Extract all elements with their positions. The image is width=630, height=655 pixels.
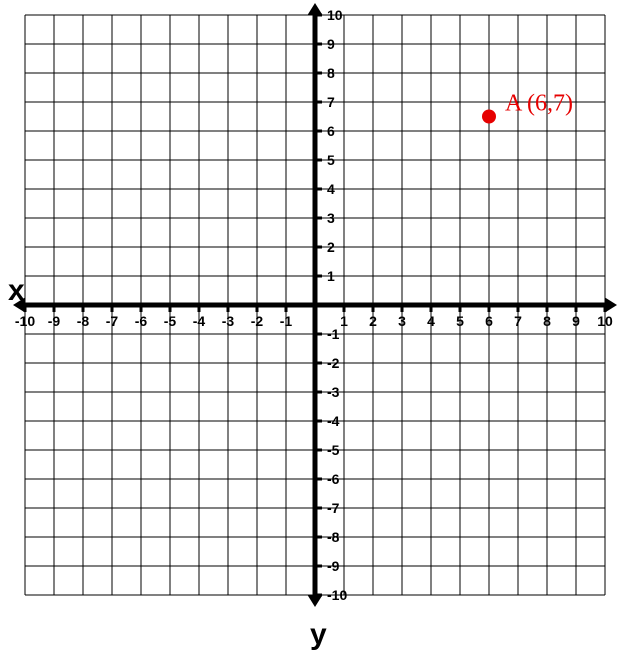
- y-tick-label: -6: [327, 471, 340, 487]
- x-tick-label: 2: [369, 313, 377, 329]
- x-tick-label: -9: [48, 313, 61, 329]
- y-tick-label: -3: [327, 384, 340, 400]
- arrow-down-icon: [308, 595, 323, 607]
- x-tick-label: -6: [135, 313, 148, 329]
- x-tick-label: -2: [251, 313, 264, 329]
- y-tick-label: -4: [327, 413, 340, 429]
- y-tick-label: -10: [327, 587, 347, 603]
- x-tick-label: 7: [514, 313, 522, 329]
- x-axis-label: x: [8, 274, 25, 307]
- y-tick-label: -8: [327, 529, 340, 545]
- y-tick-label: 4: [327, 181, 335, 197]
- y-tick-label: -7: [327, 500, 340, 516]
- x-tick-label: 4: [427, 313, 435, 329]
- x-tick-label: -4: [193, 313, 206, 329]
- y-tick-label: -5: [327, 442, 340, 458]
- y-tick-label: 10: [327, 7, 343, 23]
- x-tick-label: 6: [485, 313, 493, 329]
- y-tick-label: -1: [327, 326, 340, 342]
- x-tick-label: -8: [77, 313, 90, 329]
- y-tick-label: 6: [327, 123, 335, 139]
- y-tick-label: 1: [327, 268, 335, 284]
- x-tick-label: 3: [398, 313, 406, 329]
- x-tick-label: 1: [340, 313, 348, 329]
- arrow-right-icon: [605, 298, 617, 313]
- x-tick-label: -3: [222, 313, 235, 329]
- x-tick-label: 5: [456, 313, 464, 329]
- coordinate-grid: -10-9-8-7-6-5-4-3-2-112345678910-10-9-8-…: [0, 0, 630, 655]
- x-tick-label: 8: [543, 313, 551, 329]
- x-tick-label: 9: [572, 313, 580, 329]
- x-tick-label: 10: [597, 313, 613, 329]
- point-a-label: A (6,7): [505, 91, 573, 117]
- x-tick-label: -7: [106, 313, 119, 329]
- x-tick-label: -5: [164, 313, 177, 329]
- point-a: [482, 110, 496, 124]
- x-tick-label: -10: [15, 313, 35, 329]
- y-tick-label: -9: [327, 558, 340, 574]
- y-tick-label: -2: [327, 355, 340, 371]
- y-tick-label: 3: [327, 210, 335, 226]
- y-tick-label: 7: [327, 94, 335, 110]
- y-tick-label: 8: [327, 65, 335, 81]
- y-tick-label: 9: [327, 36, 335, 52]
- x-tick-label: -1: [280, 313, 293, 329]
- y-tick-label: 5: [327, 152, 335, 168]
- y-axis-label: y: [310, 618, 327, 651]
- y-tick-label: 2: [327, 239, 335, 255]
- arrow-up-icon: [308, 3, 323, 15]
